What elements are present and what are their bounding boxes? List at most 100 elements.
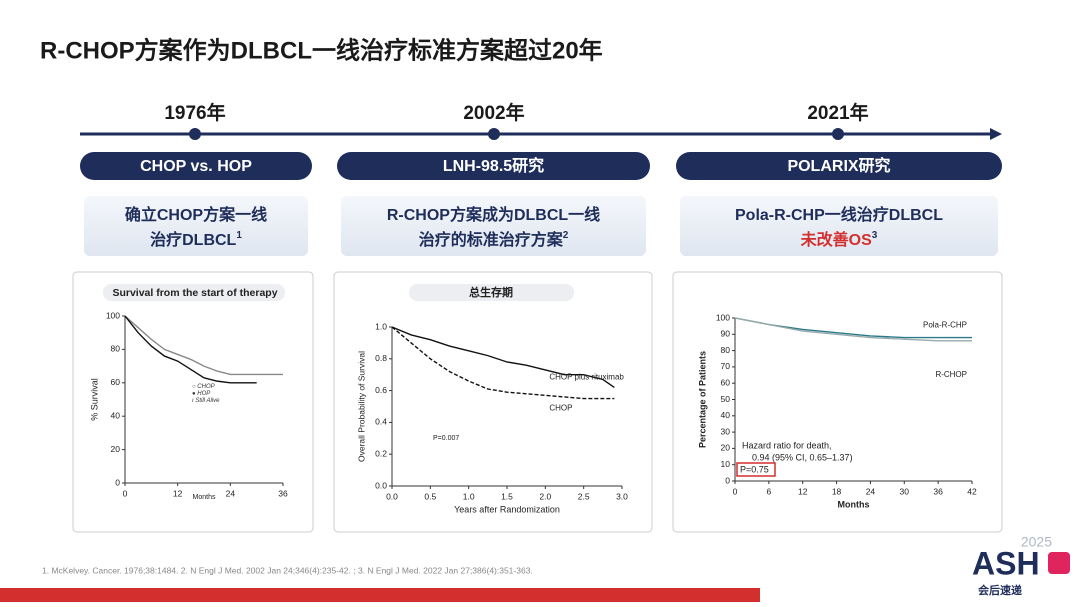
timeline-arrow xyxy=(990,128,1002,140)
series-label: Pola-R-CHP xyxy=(923,321,967,330)
logo-name: ASH xyxy=(972,545,1040,581)
finding-line: 确立CHOP方案一线 xyxy=(125,205,267,224)
x-tick-label: 1.5 xyxy=(501,491,513,501)
y-tick-label: 100 xyxy=(106,310,120,320)
x-tick-label: 12 xyxy=(798,486,808,496)
x-tick-label: 24 xyxy=(866,486,876,496)
y-tick-label: 20 xyxy=(721,443,731,453)
finding-text: 未改善OS3 xyxy=(800,230,878,250)
finding-line: Pola-R-CHP一线治疗DLBCL xyxy=(735,205,943,224)
milestone-year: 2002年 xyxy=(463,101,524,124)
annotation: Hazard ratio for death, xyxy=(742,440,832,450)
x-tick-label: 1.0 xyxy=(463,491,475,501)
finding-line: 未改善OS xyxy=(800,230,872,249)
x-tick-label: 36 xyxy=(278,488,288,498)
y-tick-label: 60 xyxy=(721,377,731,387)
x-tick-label: 12 xyxy=(173,488,183,498)
legend-entry: ı Still Alive xyxy=(192,398,220,404)
legend-entry: ○ CHOP xyxy=(192,384,215,390)
series-label: CHOP plus rituximab xyxy=(549,373,624,382)
y-tick-label: 0.2 xyxy=(375,448,387,458)
milestone-year: 2021年 xyxy=(807,101,868,124)
x-tick-label: 36 xyxy=(933,486,943,496)
p-value-box xyxy=(736,462,776,477)
y-tick-label: 1.0 xyxy=(375,321,387,331)
y-tick-label: 10 xyxy=(721,459,731,469)
study-name: LNH-98.5研究 xyxy=(443,156,544,175)
y-tick-label: 60 xyxy=(111,377,121,387)
survival-curve xyxy=(124,315,283,376)
x-tick-label: 24 xyxy=(226,488,236,498)
y-axis-label: Percentage of Patients xyxy=(697,351,707,448)
y-tick-label: 20 xyxy=(111,444,121,454)
x-tick-label: 0 xyxy=(123,488,128,498)
finding-text: Pola-R-CHP一线治疗DLBCL xyxy=(735,205,943,224)
milestone-dot xyxy=(189,128,201,140)
finding-box xyxy=(341,196,646,256)
y-axis-label: Overall Probability of Survival xyxy=(356,351,366,462)
logo-year: 2025 xyxy=(1021,534,1052,550)
y-tick-label: 50 xyxy=(721,394,731,404)
disclaimer-bar xyxy=(0,588,760,602)
milestone-year: 1976年 xyxy=(164,101,225,124)
y-tick-label: 40 xyxy=(111,410,121,420)
x-tick-label: 6 xyxy=(766,486,771,496)
x-axis-label: Months xyxy=(838,499,870,509)
finding-box xyxy=(680,196,998,256)
survival-curve xyxy=(391,326,615,388)
x-tick-label: 0 xyxy=(733,486,738,496)
y-tick-label: 0 xyxy=(725,475,730,485)
y-tick-label: 30 xyxy=(721,426,731,436)
milestone-dot xyxy=(488,128,500,140)
annotation: P=0.007 xyxy=(433,435,459,442)
x-tick-label: 30 xyxy=(900,486,910,496)
x-tick-label: 3.0 xyxy=(616,491,628,501)
y-tick-label: 80 xyxy=(721,345,731,355)
study-name: POLARIX研究 xyxy=(787,156,890,175)
footnote-mark: 1 xyxy=(236,230,242,241)
chart-panel xyxy=(333,271,653,533)
legend-label: HOP xyxy=(197,391,210,397)
y-tick-label: 80 xyxy=(111,344,121,354)
y-axis-label: % Survival xyxy=(89,378,99,421)
y-tick-label: 40 xyxy=(721,410,731,420)
survival-curve xyxy=(734,317,972,342)
legend-symbol: ı xyxy=(192,398,195,404)
y-tick-label: 0.6 xyxy=(375,385,387,395)
finding-text: 治疗的标准治疗方案2 xyxy=(419,230,569,250)
finding-line: 治疗的标准治疗方案 xyxy=(419,230,564,249)
finding-text: 确立CHOP方案一线 xyxy=(125,205,267,224)
x-tick-label: 18 xyxy=(832,486,842,496)
panel-title: Survival from the start of therapy xyxy=(112,287,277,299)
x-tick-label: 42 xyxy=(967,486,977,496)
legend-symbol: ○ xyxy=(192,384,197,390)
series-label: R-CHOP xyxy=(935,370,967,379)
y-tick-label: 100 xyxy=(716,312,730,322)
study-pill xyxy=(337,152,650,180)
study-pill xyxy=(80,152,312,180)
panel-title: 总生存期 xyxy=(469,285,513,299)
x-axis-label: Months xyxy=(193,494,216,501)
y-tick-label: 0 xyxy=(115,477,120,487)
footnote-mark: 2 xyxy=(563,230,569,241)
footnote-mark: 3 xyxy=(872,230,878,241)
legend-symbol: ● xyxy=(192,391,197,397)
annotation: 0.94 (95% CI, 0.65–1.37) xyxy=(752,452,853,462)
legend-label: Still Alive xyxy=(195,398,220,404)
finding-box xyxy=(84,196,308,256)
study-name: CHOP vs. HOP xyxy=(140,158,252,175)
panel-title-bg xyxy=(103,284,285,301)
y-tick-label: 90 xyxy=(721,329,731,339)
references: 1. McKelvey. Cancer. 1976;38:1484. 2. N … xyxy=(42,565,533,575)
finding-line: R-CHOP方案成为DLBCL一线 xyxy=(387,205,600,224)
series-label: CHOP xyxy=(549,404,572,413)
legend-label: CHOP xyxy=(197,384,214,390)
logo-tagline: 会后速递 xyxy=(978,583,1022,597)
finding-line: 治疗DLBCL xyxy=(150,230,236,249)
survival-curve xyxy=(391,326,615,400)
logo-icon xyxy=(1048,552,1070,574)
finding-text: R-CHOP方案成为DLBCL一线 xyxy=(387,205,600,224)
x-tick-label: 0.0 xyxy=(386,491,398,501)
